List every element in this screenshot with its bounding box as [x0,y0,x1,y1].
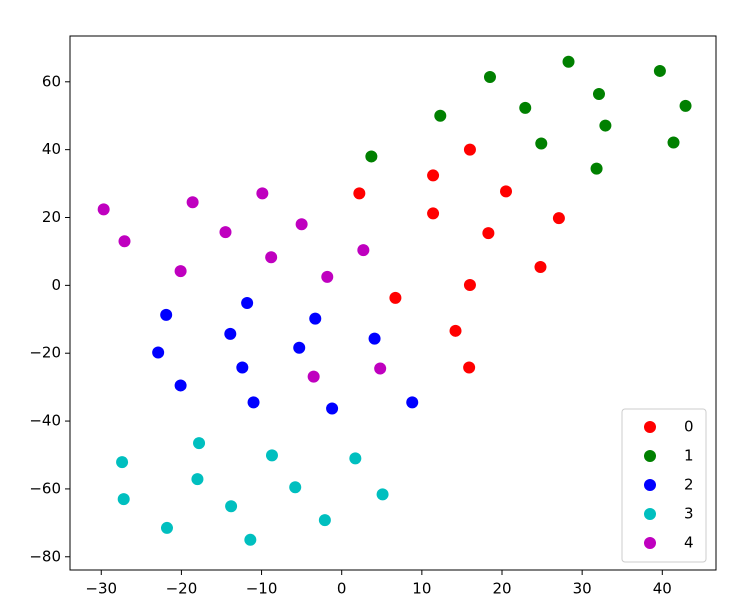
point [427,207,440,220]
point [353,187,366,200]
x-tick-label: 20 [492,580,511,598]
y-tick-label: 20 [42,208,61,226]
legend-marker [644,537,656,549]
y-tick-label: −60 [29,479,61,497]
point [241,297,254,309]
x-tick-label: 40 [653,580,672,598]
point [463,279,476,292]
point [307,370,320,383]
point [224,327,237,340]
y-tick-label: −40 [29,412,61,430]
point [389,291,402,304]
point [349,452,362,465]
point [236,361,249,374]
y-tick-label: −20 [29,344,61,362]
y-tick-label: 0 [51,276,61,294]
x-tick-label: 0 [337,580,347,598]
x-tick-label: −30 [85,580,117,598]
point [174,379,187,392]
point [97,203,110,216]
point [293,341,306,354]
x-tick-label: −10 [246,580,278,598]
legend-marker [644,508,656,520]
point [265,251,278,264]
y-tick-label: 60 [42,72,61,90]
legend-marker [644,421,656,433]
legend-label: 3 [684,505,694,523]
x-tick-label: 10 [412,580,431,598]
point [116,456,129,469]
legend-label: 1 [684,447,694,465]
y-tick-label: 40 [42,140,61,158]
x-tick-label: −20 [166,580,198,598]
legend-marker [644,479,656,491]
point [374,362,387,375]
point [219,226,232,239]
point [365,150,378,163]
point [449,324,462,337]
point [118,235,131,248]
point [562,55,575,68]
point [482,227,495,240]
point [590,162,603,175]
y-tick-label: −80 [29,547,61,565]
point [117,493,130,506]
point [357,244,370,257]
plot-frame [69,35,717,571]
legend-marker [644,450,656,462]
point [225,500,238,513]
point [289,481,302,494]
point [318,514,331,527]
legend-frame [621,408,707,563]
point [295,218,308,231]
point [463,361,476,374]
point [160,308,173,321]
legend-label: 4 [684,534,694,552]
point [534,261,547,274]
point [679,99,692,112]
legend-label: 0 [684,418,694,436]
point [599,119,612,132]
point [406,396,419,409]
point [160,521,173,534]
point [519,101,532,114]
point [193,437,206,450]
point [152,346,165,359]
point [535,137,548,150]
point [427,169,440,182]
x-tick-label: 30 [573,580,592,598]
point [265,449,278,462]
point [309,312,322,325]
legend-label: 2 [684,476,694,494]
point [368,332,381,345]
point [653,64,666,77]
point [247,396,260,409]
point [552,212,565,225]
point [667,136,680,149]
point [174,265,187,278]
point [186,196,199,209]
point [376,488,389,501]
point [244,533,257,546]
point [326,402,339,415]
point [592,88,605,101]
point [434,109,447,122]
point [463,143,476,156]
point [483,71,496,84]
point [321,270,334,283]
point [500,185,513,198]
point [191,473,204,486]
point [256,187,269,200]
